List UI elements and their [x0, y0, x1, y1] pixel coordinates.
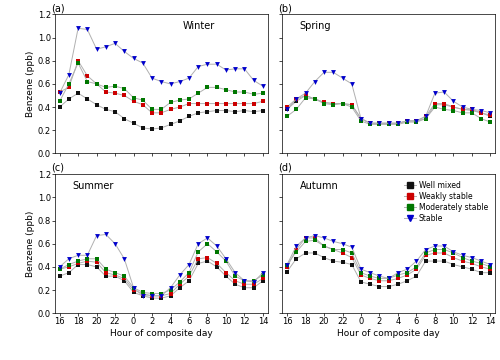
Text: Spring: Spring: [300, 21, 331, 31]
Y-axis label: Benzene (ppb): Benzene (ppb): [26, 211, 35, 277]
X-axis label: Hour of composite day: Hour of composite day: [338, 329, 440, 338]
X-axis label: Hour of composite day: Hour of composite day: [110, 329, 212, 338]
Text: Summer: Summer: [72, 181, 114, 191]
Text: Autumn: Autumn: [300, 181, 338, 191]
Y-axis label: Benzene (ppb): Benzene (ppb): [26, 51, 35, 117]
Text: Winter: Winter: [182, 21, 215, 31]
Text: (c): (c): [50, 163, 64, 173]
Text: (a): (a): [50, 3, 64, 13]
Text: (d): (d): [278, 163, 292, 173]
Text: (b): (b): [278, 3, 292, 13]
Legend: Well mixed, Weakly stable, Moderately stable, Stable: Well mixed, Weakly stable, Moderately st…: [402, 178, 491, 226]
